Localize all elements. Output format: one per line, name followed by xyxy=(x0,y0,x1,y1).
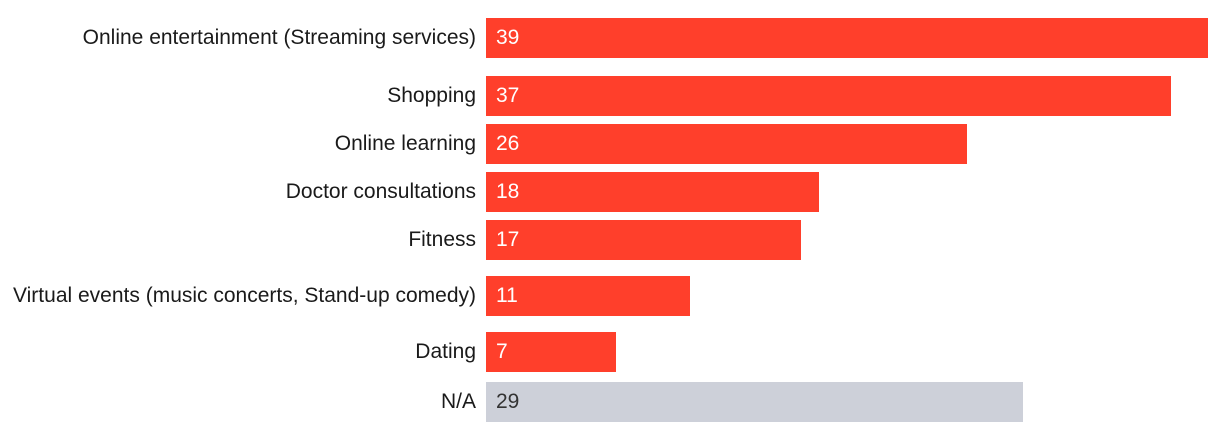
category-label: Fitness xyxy=(408,228,476,251)
category-label: Virtual events (music concerts, Stand-up… xyxy=(13,284,476,307)
category-label: Doctor consultations xyxy=(285,180,476,203)
bar: 26 xyxy=(486,124,968,164)
category-label: Online entertainment (Streaming services… xyxy=(82,26,476,49)
bar: 29 xyxy=(486,382,1023,422)
bar: 17 xyxy=(486,220,801,260)
data-label: 29 xyxy=(496,390,520,413)
data-label: 7 xyxy=(496,340,508,363)
data-label: 39 xyxy=(496,26,520,49)
data-label: 37 xyxy=(496,84,520,107)
category-label: Shopping xyxy=(387,84,476,107)
data-label: 17 xyxy=(496,228,520,251)
data-label: 11 xyxy=(496,284,518,307)
bar: 18 xyxy=(486,172,820,212)
category-label: N/A xyxy=(440,390,476,413)
data-label: 18 xyxy=(496,180,520,203)
data-label: 26 xyxy=(496,132,520,155)
bar: 11 xyxy=(486,276,690,316)
bar: 37 xyxy=(486,76,1171,116)
category-label: Dating xyxy=(415,340,476,363)
category-label: Online learning xyxy=(334,132,476,155)
bar: 7 xyxy=(486,332,616,372)
bar: 39 xyxy=(486,18,1208,58)
